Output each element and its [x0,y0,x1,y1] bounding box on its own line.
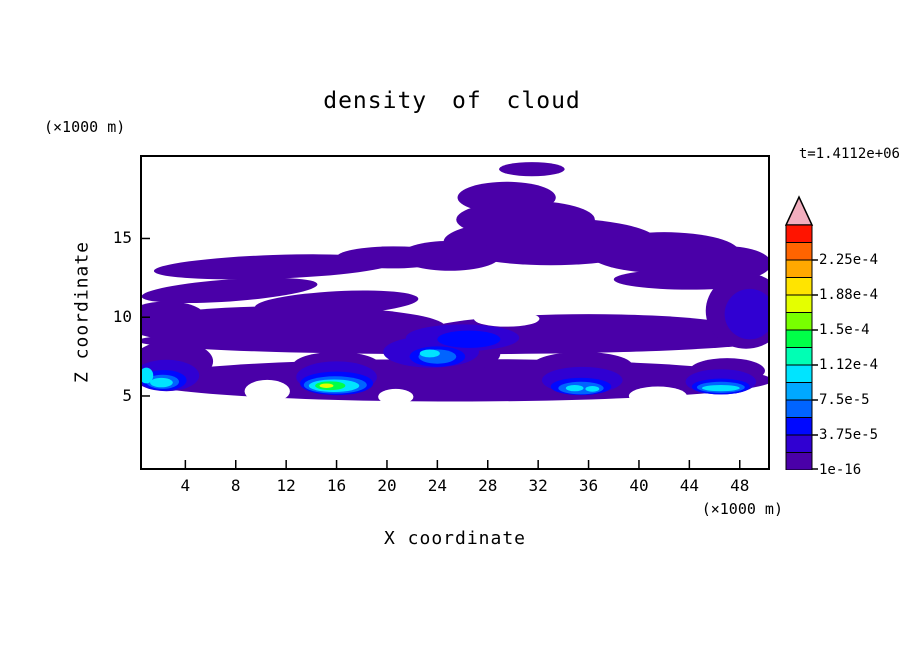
cloud-gap [628,386,687,406]
cloud-gap [244,379,290,403]
cloud-gap [473,310,540,327]
colorbar-tick-label: 1.5e-4 [819,322,870,338]
colorbar-cell [785,382,813,401]
x-tick-label: 8 [230,476,241,495]
colorbar-tick-label: 2.25e-4 [819,252,879,268]
colorbar-tick-label: 7.5e-5 [819,392,870,408]
colorbar-cell [785,364,813,383]
cloud-region [499,162,565,177]
colorbar-cell [785,242,813,261]
colorbar-overflow-arrow [785,195,814,226]
colorbar-cell [785,417,813,436]
colorbar-cell [785,399,813,418]
cloud-gap [140,401,770,470]
cloud-region [150,377,173,388]
contour-shapes [140,162,770,470]
y-axis-unit: (×1000 m) [44,118,126,136]
cloud-region [141,277,318,304]
colorbar-cell [785,329,813,348]
colorbar-cell [785,347,813,366]
cloud-region [419,349,440,358]
x-tick-label: 28 [478,476,498,495]
colorbar-tick-label: 1e-16 [819,462,862,478]
timestamp: t=1.4112e+06 [798,146,900,162]
colorbar-cell [785,224,813,243]
y-tick-label: 15 [112,228,132,248]
axis-ticks [142,237,741,468]
colorbar-cell [785,452,813,470]
colorbar-tick-label: 1.88e-4 [819,287,879,303]
cloud-region [701,384,740,392]
cloud-region [724,288,770,340]
colorbar-tick-label: 3.75e-5 [819,427,879,443]
cloud-region [140,367,154,384]
cloud-region [565,384,584,392]
colorbar-cell [785,277,813,296]
y-axis-label: Z coordinate [71,240,93,384]
cloud-density-field [140,155,770,470]
y-tick-label: 5 [122,385,132,405]
cloud-region [437,330,501,348]
colorbar-cell [785,434,813,453]
x-tick-label: 32 [528,476,548,495]
x-tick-label: 40 [629,476,649,495]
x-axis-label: X coordinate [383,528,527,549]
x-tick-label: 20 [377,476,397,495]
colorbar-tick-label: 1.12e-4 [819,357,879,373]
colorbar-cell [785,259,813,278]
x-tick-label: 48 [730,476,750,495]
x-tick-label: 44 [679,476,699,495]
plot-area [140,155,770,470]
cloud-region [336,246,450,269]
x-axis-unit: (×1000 m) [701,500,783,518]
cloud-region [585,386,600,392]
colorbar-cell [785,294,813,313]
y-tick-label: 10 [112,307,132,327]
cloud-region [319,383,334,388]
cloud-region [153,254,394,280]
x-tick-label: 16 [326,476,347,495]
x-tick-label: 36 [578,476,599,495]
colorbar [785,195,818,470]
plot-frame [140,155,770,470]
colorbar-cell [785,312,813,331]
x-tick-label: 4 [180,476,191,495]
x-tick-label: 24 [427,476,447,495]
cloud-gap [378,388,414,405]
chart-title: density of cloud [323,88,581,114]
x-tick-label: 12 [276,476,296,495]
